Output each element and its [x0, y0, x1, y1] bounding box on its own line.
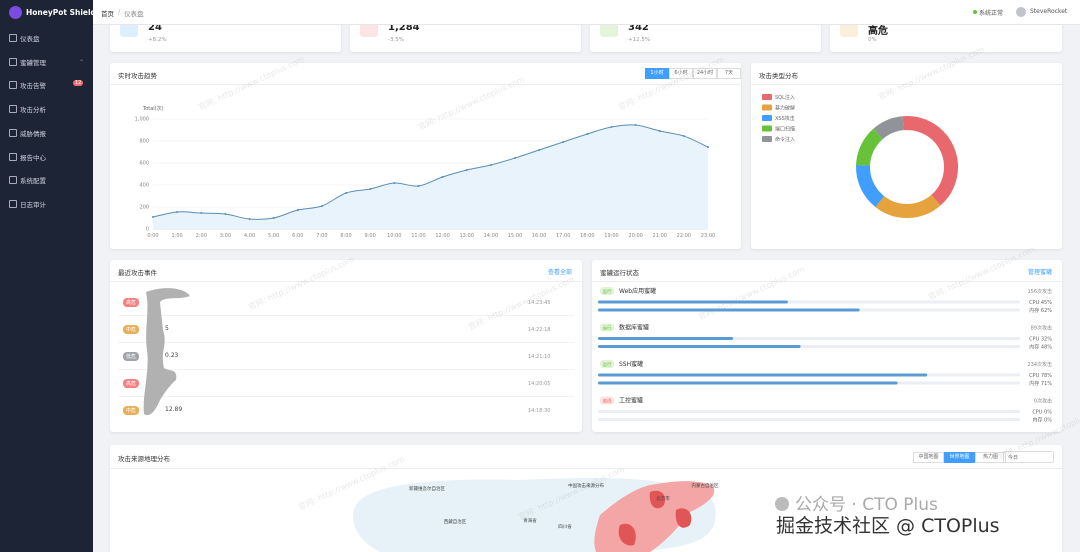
events-panel: 最近攻击事件 查看全部高危 14:23:45 中危 5 14:22:18 低危 0.23 14:…	[110, 260, 582, 432]
menu-icon	[9, 176, 17, 185]
menu-icon	[9, 57, 17, 66]
status-dot	[973, 10, 977, 14]
row-divider	[118, 396, 574, 397]
menu-label: 蜜罐管理	[20, 58, 46, 67]
event-ip: 12.89	[165, 406, 183, 413]
row-divider	[118, 342, 574, 343]
badge: 12	[73, 80, 84, 87]
logo-text: HoneyPot Shield	[26, 8, 96, 17]
event-time: 14:21:10	[528, 354, 551, 360]
map-tab[interactable]: 热力图	[975, 452, 1006, 463]
menu-icon	[9, 199, 17, 208]
map-panel: 攻击来源地理分布 中国地图 世界地图 热力图 今日	[110, 445, 1062, 552]
event-ip: 0.23	[165, 352, 179, 359]
stat-change: 0%	[868, 37, 877, 43]
divider	[110, 281, 582, 282]
event-time: 14:23:45	[528, 300, 551, 306]
menu-item[interactable]: 攻击告警 12	[0, 79, 93, 91]
event-ip: 5	[165, 325, 169, 332]
status-text: 系统正常	[979, 10, 1004, 17]
menu-item[interactable]: 攻击分析	[0, 103, 93, 115]
event-time: 14:20:05	[528, 381, 551, 387]
stat-change: -3.5%	[388, 37, 404, 43]
menu-label: 仪表盘	[20, 35, 40, 43]
breadcrumb-sep: /	[118, 8, 121, 16]
chevron: ⌄	[79, 55, 85, 63]
breadcrumb[interactable]: 首页	[101, 10, 114, 18]
avatar	[1016, 7, 1026, 17]
stat-change: +12.5%	[628, 37, 651, 43]
top-bar: 首页 / 仪表盘 系统正常 SteveRocket	[93, 0, 1080, 25]
level-tag: 高危	[123, 298, 140, 307]
panel-title: 最近攻击事件	[118, 269, 157, 277]
range-button[interactable]: 7天	[717, 68, 741, 79]
panel-title: 攻击类型分布	[759, 72, 798, 80]
menu-item[interactable]: 报告中心	[0, 151, 93, 163]
menu-item[interactable]: 日志审计	[0, 198, 93, 210]
menu-icon	[9, 81, 17, 90]
menu-label: 日志审计	[20, 200, 46, 209]
panel-link[interactable]: 管理蜜罐	[1027, 269, 1052, 276]
sidebar: HoneyPot Shield 仪表盘蜜罐管理 ⌄ 攻击告警 12 攻击分析威胁情报报告中…	[0, 0, 96, 552]
breadcrumb: 仪表盘	[124, 10, 144, 18]
menu-label: 系统配置	[20, 177, 46, 186]
panel-title: 蜜罐运行状态	[600, 269, 639, 277]
stat-value: 高危	[868, 26, 888, 37]
menu-icon	[9, 152, 17, 161]
row-divider	[118, 369, 574, 370]
panel-link[interactable]: 查看全部	[547, 269, 572, 276]
menu-label: 攻击分析	[20, 106, 46, 115]
logo-icon	[9, 6, 22, 19]
user-name[interactable]: SteveRocket	[1030, 8, 1068, 15]
stat-icon	[840, 21, 858, 37]
level-tag: 低危	[123, 352, 140, 361]
row-divider	[118, 315, 574, 316]
panel-title: 实时攻击趋势	[118, 72, 157, 80]
divider	[110, 468, 1062, 469]
stat-change: +8.2%	[148, 37, 167, 43]
range-button[interactable]: 6小时	[669, 68, 693, 79]
menu-item[interactable]: 系统配置	[0, 174, 93, 186]
menu-label: 威胁情报	[20, 129, 46, 138]
filter-text: 今日	[1008, 455, 1019, 461]
pie-panel: 攻击类型分布	[751, 63, 1062, 249]
stat-value: 1,284	[388, 22, 420, 33]
divider	[751, 84, 1062, 85]
range-button[interactable]: 24小时	[693, 68, 717, 79]
level-tag: 高危	[123, 379, 140, 388]
panel-title: 攻击来源地理分布	[118, 455, 170, 463]
menu-icon	[9, 105, 17, 114]
menu-icon	[9, 34, 17, 42]
menu-item[interactable]: 蜜罐管理 ⌄	[0, 56, 93, 68]
menu-item[interactable]: 威胁情报	[0, 127, 93, 139]
stat-icon	[600, 21, 618, 37]
event-time: 14:22:18	[528, 327, 551, 333]
filter-select[interactable]: 今日	[1003, 451, 1054, 463]
honeypot-panel: 蜜罐运行状态 管理蜜罐	[592, 260, 1062, 432]
stat-icon	[120, 21, 138, 37]
level-tag: 中危	[123, 325, 140, 334]
trend-panel: 实时攻击趋势 1小时 6小时 24小时 7天	[110, 63, 741, 249]
stat-value: 342	[628, 22, 649, 33]
menu-label: 攻击告警	[20, 82, 46, 91]
map-tab[interactable]: 世界地图	[944, 452, 975, 463]
menu-icon	[9, 128, 17, 137]
event-time: 14:18:30	[528, 408, 551, 414]
stat-value: 24	[148, 22, 162, 33]
range-button[interactable]: 1小时	[645, 68, 669, 79]
map-tab[interactable]: 中国地图	[913, 452, 944, 463]
level-tag: 中危	[123, 406, 140, 415]
stat-icon	[360, 21, 378, 37]
menu-item[interactable]: 仪表盘	[0, 32, 93, 44]
menu-label: 报告中心	[20, 153, 46, 162]
divider	[592, 281, 1062, 282]
divider	[110, 84, 741, 85]
